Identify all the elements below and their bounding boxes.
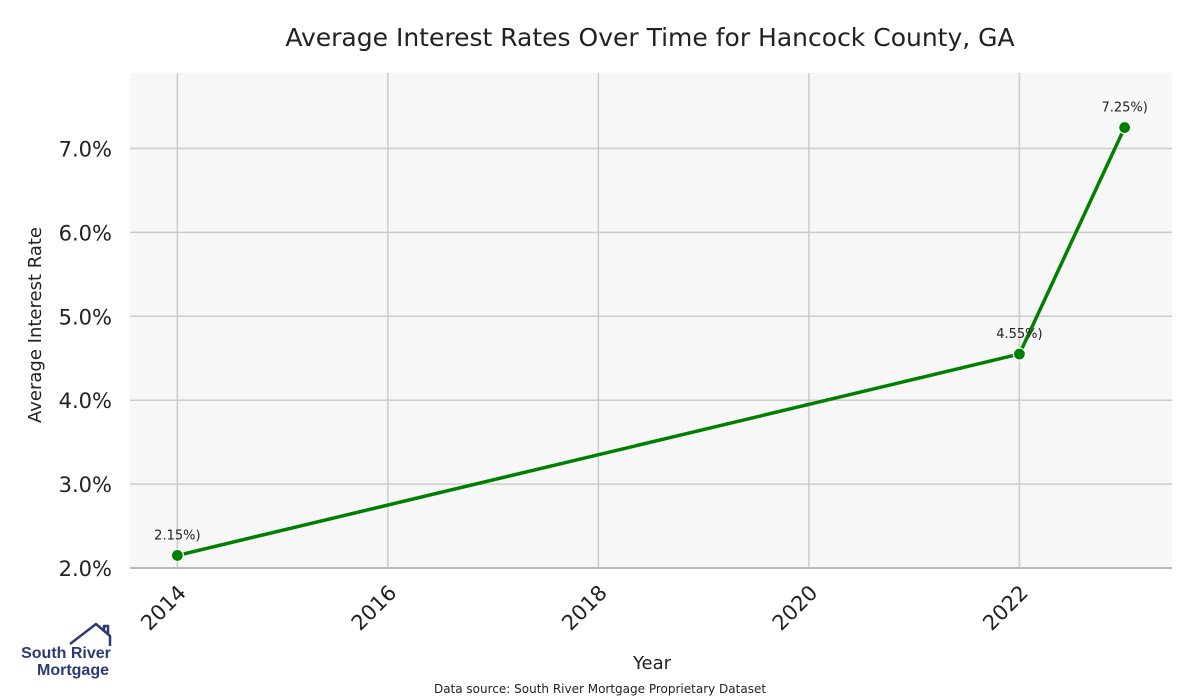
- logo-text-line2: Mortgage: [37, 662, 109, 679]
- x-gridlines: [176, 73, 1021, 568]
- x-tick-label: 2022: [978, 581, 1033, 636]
- y-tick-label: 4.0%: [59, 389, 112, 413]
- x-tick-label: 2014: [136, 581, 191, 636]
- x-tick-label: 2020: [768, 581, 823, 636]
- chart-title: Average Interest Rates Over Time for Han…: [285, 23, 1014, 52]
- data-point: [1012, 347, 1026, 361]
- y-axis-label: Average Interest Rate: [25, 227, 46, 423]
- y-tick-labels: 2.0% 3.0% 4.0% 5.0% 6.0% 7.0%: [59, 138, 112, 581]
- logo-text-line1: South River: [21, 645, 111, 662]
- x-tick-label: 2016: [347, 581, 402, 636]
- data-source-note: Data source: South River Mortgage Propri…: [434, 682, 766, 696]
- data-point: [170, 548, 184, 563]
- y-tick-label: 2.0%: [59, 557, 112, 581]
- y-tick-label: 3.0%: [59, 473, 112, 497]
- data-point-label: 4.55%): [996, 327, 1042, 342]
- house-roof-icon: [69, 622, 112, 646]
- y-tick-label: 6.0%: [59, 221, 112, 245]
- x-tick-label: 2018: [557, 581, 612, 636]
- plot-area: [130, 73, 1172, 568]
- series-layer: 2.15%) 4.55%) 7.25%): [154, 101, 1148, 563]
- data-point-label: 2.15%): [154, 528, 200, 543]
- data-point-label: 7.25%): [1101, 101, 1147, 116]
- x-axis-label: Year: [632, 653, 672, 674]
- south-river-mortgage-logo: South River Mortgage: [21, 622, 112, 679]
- data-point: [1118, 120, 1132, 135]
- y-tick-label: 7.0%: [59, 138, 112, 162]
- y-tick-label: 5.0%: [59, 305, 112, 329]
- x-tick-labels: 2014 2016 2018 2020 2022: [136, 581, 1033, 636]
